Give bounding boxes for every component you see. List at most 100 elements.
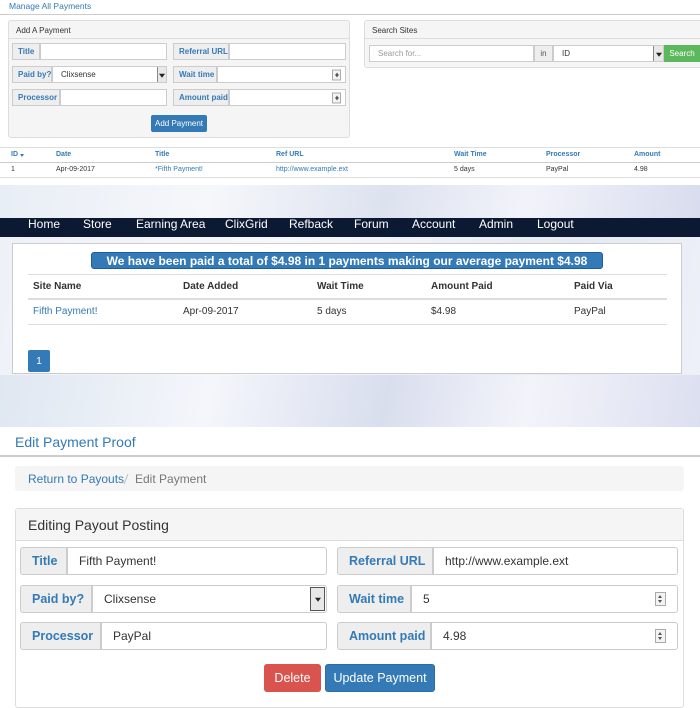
column-header[interactable]: ID — [11, 151, 18, 158]
text-input[interactable] — [229, 43, 346, 60]
table-border — [28, 274, 667, 275]
dropdown-arrow — [157, 67, 166, 82]
field-label: Paid by? — [12, 66, 52, 83]
field-label: Processor — [12, 89, 60, 106]
table-cell: PayPal — [574, 306, 606, 317]
column-header: Amount Paid — [431, 281, 493, 292]
select-value: ID — [562, 49, 570, 58]
field-label: Referral URL — [337, 547, 433, 575]
field-label: Amount paid — [337, 622, 431, 650]
text-input[interactable] — [40, 43, 167, 60]
select-input[interactable]: Clixsense — [52, 66, 167, 83]
column-header[interactable]: Ref URL — [276, 151, 304, 158]
add-button[interactable]: Add Payment — [151, 115, 207, 132]
field-label: Title — [20, 547, 67, 575]
page-button[interactable]: 1 — [28, 350, 50, 372]
sort-arrow — [20, 154, 24, 157]
breadcrumb-link[interactable]: Return to Payouts — [28, 472, 125, 486]
column-header[interactable]: Date — [56, 151, 72, 158]
divider — [364, 38, 700, 39]
nav-item[interactable]: Logout — [537, 218, 574, 231]
column-header: Paid Via — [574, 281, 613, 292]
column-header: Wait Time — [317, 281, 364, 292]
nav-item[interactable]: Admin — [479, 218, 514, 231]
divider — [8, 38, 350, 39]
spinner — [332, 69, 341, 80]
column-header[interactable]: Title — [155, 151, 170, 158]
table-cell: Apr-09-2017 — [56, 166, 95, 173]
total-banner: We have been paid a total of $4.98 in 1 … — [91, 252, 603, 269]
table-border — [0, 177, 700, 178]
table-cell: 4.98 — [634, 166, 648, 173]
divider — [0, 14, 700, 15]
in-label: in — [534, 45, 553, 62]
search-input[interactable]: Search for... — [369, 45, 534, 62]
column-header[interactable]: Processor — [546, 151, 581, 158]
background-band — [0, 375, 700, 427]
field-label: Wait time — [173, 66, 217, 83]
table-border — [28, 324, 667, 325]
heading-link[interactable]: Manage All Payments — [9, 1, 92, 11]
nav-item[interactable]: Home — [28, 218, 61, 231]
background-band — [0, 185, 700, 218]
dropdown-arrow — [310, 587, 325, 611]
select-value: Clixsense — [61, 70, 96, 79]
field-value: PayPal — [113, 629, 152, 643]
table-border — [0, 162, 700, 163]
column-header[interactable]: Amount — [634, 151, 661, 158]
spinner — [332, 92, 341, 103]
dropdown-arrow — [653, 46, 663, 61]
divider — [0, 455, 700, 457]
breadcrumb-separator — [123, 473, 129, 485]
field-value: http://www.example.ext — [445, 554, 569, 568]
search-button[interactable]: Search — [664, 45, 700, 62]
field-select[interactable]: ID — [553, 45, 664, 62]
table-border — [0, 147, 700, 148]
breadcrumb-current: Edit Payment — [135, 472, 207, 486]
panel-title: Search Sites — [372, 26, 418, 35]
nav-item[interactable]: ClixGrid — [225, 218, 268, 231]
table-cell: Apr-09-2017 — [183, 306, 239, 317]
nav-item[interactable]: Forum — [354, 218, 389, 231]
text-input[interactable] — [217, 66, 346, 83]
text-input[interactable]: http://www.example.ext — [433, 547, 678, 575]
table-cell: 1 — [11, 166, 15, 173]
field-value: Clixsense — [104, 592, 157, 606]
table-cell[interactable]: Fifth Payment! — [33, 306, 98, 317]
table-cell: $4.98 — [431, 306, 457, 317]
select-input[interactable]: Clixsense — [92, 585, 327, 613]
nav-bar: Home Store Earning Area ClixGrid Refback Foru… — [0, 218, 700, 237]
nav-item[interactable]: Earning Area — [136, 218, 206, 231]
nav-item[interactable]: Account — [412, 218, 456, 231]
text-input[interactable]: 4.98 — [431, 622, 678, 650]
spinner — [655, 629, 666, 643]
update-button[interactable]: Update Payment — [325, 664, 435, 692]
nav-item[interactable]: Refback — [289, 218, 334, 231]
text-input[interactable]: Fifth Payment! — [67, 547, 327, 575]
field-label: Paid by? — [20, 585, 92, 613]
nav-item[interactable]: Store — [83, 218, 112, 231]
table-border — [28, 298, 667, 300]
table-cell[interactable]: *Fifth Payment! — [155, 166, 203, 173]
text-input[interactable] — [229, 89, 346, 106]
field-label: Referral URL — [173, 43, 229, 60]
column-header[interactable]: Wait Time — [454, 151, 487, 158]
page-heading: Edit Payment Proof — [15, 434, 136, 450]
text-input[interactable] — [60, 89, 167, 106]
column-header: Date Added — [183, 281, 239, 292]
field-label: Title — [12, 43, 40, 60]
field-value: 4.98 — [443, 629, 467, 643]
spinner — [655, 592, 666, 606]
table-cell[interactable]: http://www.example.ext — [276, 166, 348, 173]
panel-title: Editing Payout Posting — [28, 517, 169, 533]
text-input[interactable]: PayPal — [101, 622, 327, 650]
column-header: Site Name — [33, 281, 82, 292]
field-value: 5 — [423, 592, 430, 606]
table-cell: PayPal — [546, 166, 569, 173]
table-cell: 5 days — [454, 166, 475, 173]
delete-button[interactable]: Delete — [264, 664, 321, 692]
text-input[interactable]: 5 — [411, 585, 678, 613]
field-label: Wait time — [337, 585, 411, 613]
panel-title: Add A Payment — [16, 26, 71, 35]
